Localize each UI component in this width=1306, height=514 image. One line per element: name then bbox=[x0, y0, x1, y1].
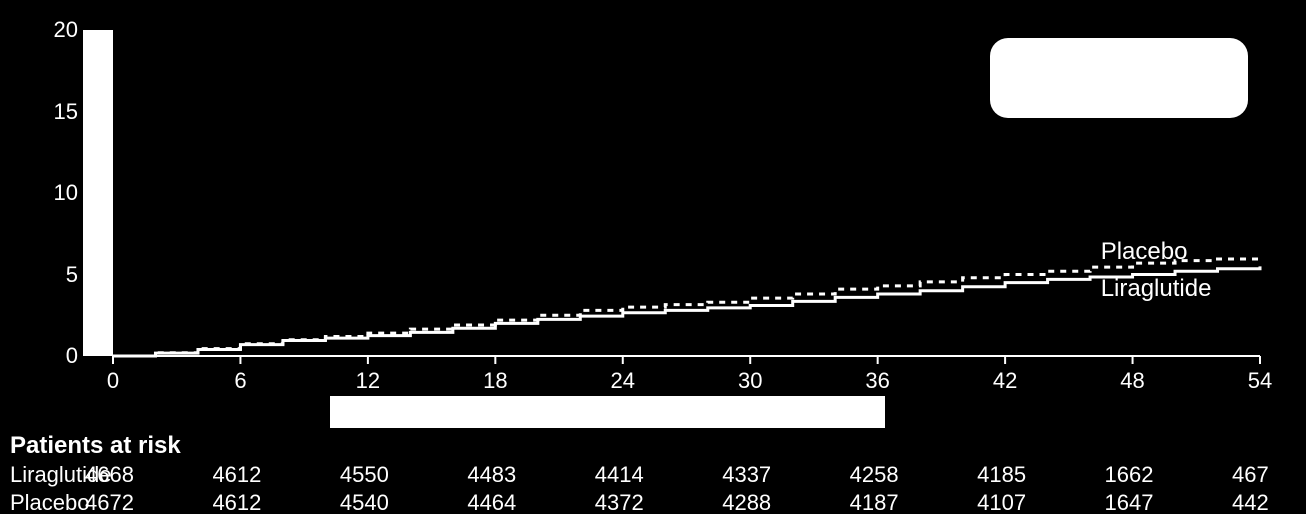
risk-cell: 4187 bbox=[850, 490, 920, 514]
y-tick-label: 20 bbox=[48, 17, 78, 43]
y-tick-label: 5 bbox=[48, 262, 78, 288]
risk-cell: 4288 bbox=[722, 490, 792, 514]
y-tick-label: 10 bbox=[48, 180, 78, 206]
risk-cell: 4337 bbox=[722, 462, 792, 488]
risk-row-label: Placebo bbox=[10, 490, 90, 514]
y-tick-label: 15 bbox=[48, 99, 78, 125]
risk-cell: 442 bbox=[1232, 490, 1302, 514]
series-liraglutide bbox=[113, 266, 1260, 356]
x-tick-label: 54 bbox=[1240, 368, 1280, 394]
risk-cell: 4107 bbox=[977, 490, 1047, 514]
x-tick-label: 42 bbox=[985, 368, 1025, 394]
risk-cell: 4672 bbox=[85, 490, 155, 514]
x-tick-label: 18 bbox=[475, 368, 515, 394]
x-tick-label: 6 bbox=[220, 368, 260, 394]
risk-cell: 1662 bbox=[1105, 462, 1175, 488]
risk-cell: 4612 bbox=[212, 462, 282, 488]
chart-container: Patients at risk 0 5 10 15 20 0 6 12 18 24 30 36 42 4… bbox=[0, 0, 1306, 514]
risk-cell: 4612 bbox=[212, 490, 282, 514]
risk-cell: 4483 bbox=[467, 462, 537, 488]
risk-cell: 4414 bbox=[595, 462, 665, 488]
risk-cell: 4540 bbox=[340, 490, 410, 514]
x-tick-label: 30 bbox=[730, 368, 770, 394]
risk-cell: 1647 bbox=[1105, 490, 1175, 514]
risk-table-title: Patients at risk bbox=[10, 432, 181, 460]
x-tick-label: 0 bbox=[93, 368, 133, 394]
risk-cell: 4258 bbox=[850, 462, 920, 488]
x-axis-mask bbox=[330, 396, 885, 428]
risk-cell: 4464 bbox=[467, 490, 537, 514]
risk-cell: 4668 bbox=[85, 462, 155, 488]
risk-cell: 4550 bbox=[340, 462, 410, 488]
risk-cell: 4372 bbox=[595, 490, 665, 514]
y-tick-label: 0 bbox=[48, 343, 78, 369]
risk-cell: 467 bbox=[1232, 462, 1302, 488]
x-tick-label: 24 bbox=[603, 368, 643, 394]
series-label-placebo: Placebo bbox=[1101, 238, 1188, 266]
x-tick-label: 12 bbox=[348, 368, 388, 394]
x-tick-label: 48 bbox=[1113, 368, 1153, 394]
risk-cell: 4185 bbox=[977, 462, 1047, 488]
series-label-liraglutide: Liraglutide bbox=[1101, 275, 1212, 303]
x-tick-label: 36 bbox=[858, 368, 898, 394]
